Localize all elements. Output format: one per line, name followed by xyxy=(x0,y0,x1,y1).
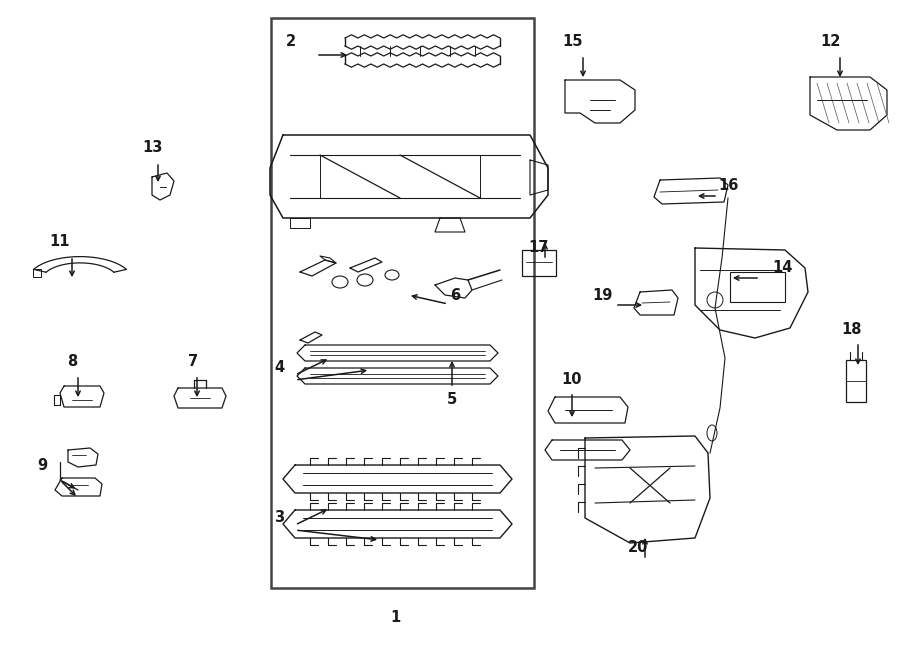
Text: 16: 16 xyxy=(718,178,738,194)
Text: 15: 15 xyxy=(562,34,583,50)
Text: 14: 14 xyxy=(772,260,792,276)
Text: 12: 12 xyxy=(820,34,841,50)
Text: 11: 11 xyxy=(50,235,70,249)
Text: 5: 5 xyxy=(447,393,457,407)
Text: 18: 18 xyxy=(842,323,862,338)
Text: 8: 8 xyxy=(67,354,77,369)
Text: 13: 13 xyxy=(142,141,162,155)
Text: 9: 9 xyxy=(37,457,47,473)
Text: 1: 1 xyxy=(390,611,400,625)
Text: 7: 7 xyxy=(188,354,198,369)
Bar xyxy=(846,360,866,402)
Text: 4: 4 xyxy=(274,360,284,375)
Text: 17: 17 xyxy=(527,241,548,256)
Text: 6: 6 xyxy=(450,288,460,303)
Bar xyxy=(730,272,785,302)
Bar xyxy=(271,18,534,588)
Text: 2: 2 xyxy=(286,34,296,50)
Bar xyxy=(522,250,556,276)
Text: 20: 20 xyxy=(628,541,648,555)
Text: 10: 10 xyxy=(562,373,582,387)
Text: 3: 3 xyxy=(274,510,284,525)
Text: 19: 19 xyxy=(592,288,612,303)
